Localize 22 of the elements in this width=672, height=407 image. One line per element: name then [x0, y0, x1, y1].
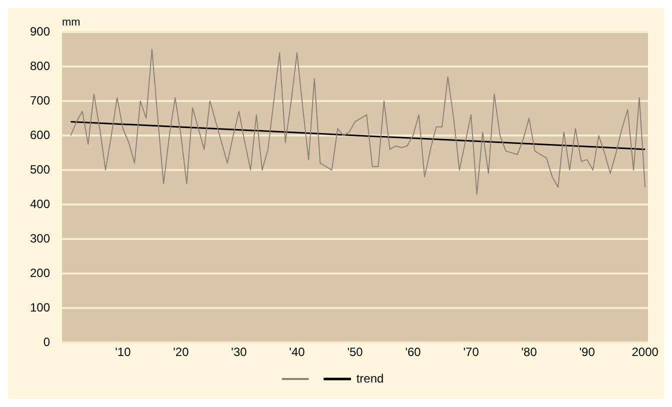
x-tick-label: '30: [231, 345, 248, 360]
y-tick-label: 600: [30, 128, 50, 142]
y-tick-label: 300: [30, 231, 50, 246]
y-axis-title: mm: [62, 16, 80, 29]
x-tick-label: '70: [463, 345, 480, 360]
x-tick-label: '60: [405, 345, 422, 360]
x-tick-label: '80: [521, 345, 538, 360]
y-tick-label: 100: [30, 300, 50, 314]
y-tick-label: 400: [30, 196, 50, 211]
x-tick-label: '10: [115, 345, 132, 360]
y-tick-label: 800: [30, 58, 50, 73]
y-tick-label: 200: [30, 266, 50, 280]
x-tick-label: '40: [289, 345, 306, 360]
x-tick-label: 2000: [632, 345, 659, 360]
x-tick-label: '20: [173, 345, 190, 360]
y-tick-label: 500: [30, 162, 50, 176]
y-tick-label: 900: [30, 24, 50, 38]
x-tick-label: '50: [347, 345, 364, 360]
y-tick-label: 700: [30, 93, 50, 108]
legend-label: trend: [356, 371, 384, 386]
y-tick-label: 0: [43, 334, 50, 349]
x-tick-label: '90: [579, 345, 596, 360]
